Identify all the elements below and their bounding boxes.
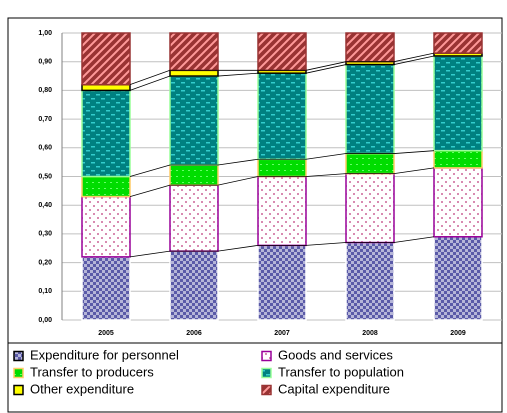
legend-label: Transfer to population: [278, 364, 404, 379]
bar-segment: [433, 167, 483, 238]
bar-segment: [257, 175, 307, 247]
bar-segment: [257, 72, 307, 161]
bar-segment: [169, 69, 219, 77]
frame: [7, 17, 503, 413]
legend-swatch: [13, 367, 24, 379]
y-tick-label: 0,10: [38, 288, 52, 295]
x-tick-label: 2007: [274, 330, 290, 337]
legend-swatch: [13, 384, 24, 396]
bar-segment: [81, 175, 131, 198]
y-tick-label: 0,00: [38, 317, 52, 324]
bar-segment: [345, 32, 395, 63]
y-tick-label: 0,30: [38, 231, 52, 238]
y-tick-label: 0,70: [38, 116, 52, 123]
x-tick-label: 2008: [362, 330, 378, 337]
bar-segment: [169, 75, 219, 166]
bar-segment: [81, 256, 131, 321]
x-tick-label: 2006: [186, 330, 202, 337]
y-tick-label: 0,20: [38, 259, 52, 266]
y-tick-label: 0,50: [38, 173, 52, 180]
bar-segment: [345, 152, 395, 175]
legend-swatch: [13, 350, 24, 362]
bar-segment: [345, 241, 395, 321]
bar-segment: [169, 184, 219, 252]
series-connector: [129, 167, 435, 197]
bar-segment: [433, 236, 483, 321]
legend-label: Goods and services: [278, 347, 393, 362]
y-tick-label: 0,90: [38, 59, 52, 66]
bar-segment: [81, 32, 131, 86]
bar-segment: [169, 250, 219, 321]
bar-segment: [345, 63, 395, 155]
bar-segment: [81, 195, 131, 258]
series-connector: [129, 236, 435, 258]
bar-segment: [433, 32, 483, 54]
bar-segment: [169, 32, 219, 72]
legend-label: Transfer to producers: [30, 364, 154, 379]
bar-segment: [257, 158, 307, 178]
series-connector: [129, 55, 435, 91]
y-tick-label: 0,60: [38, 145, 52, 152]
series-connector: [129, 52, 435, 86]
legend-label: Capital expenditure: [278, 381, 390, 396]
x-tick-label: 2005: [98, 330, 114, 337]
legend-label: Other expenditure: [30, 381, 134, 396]
bar-segment: [345, 172, 395, 244]
legend-swatch: [261, 384, 272, 396]
bar-segment: [81, 89, 131, 178]
y-tick-label: 0,40: [38, 202, 52, 209]
bar-segment: [169, 164, 219, 186]
bar-segment: [433, 55, 483, 152]
bar-segment: [257, 244, 307, 321]
bar-segment: [433, 149, 483, 169]
bar-segment: [257, 32, 307, 72]
bar-segment: [81, 83, 131, 92]
y-tick-label: 1,00: [38, 30, 52, 37]
legend-swatch: [261, 350, 272, 362]
x-tick-label: 2009: [450, 330, 466, 337]
legend-label: Expenditure for personnel: [30, 347, 179, 362]
y-tick-label: 0,80: [38, 87, 52, 94]
legend-swatch: [261, 367, 272, 379]
series-connector: [129, 150, 435, 177]
